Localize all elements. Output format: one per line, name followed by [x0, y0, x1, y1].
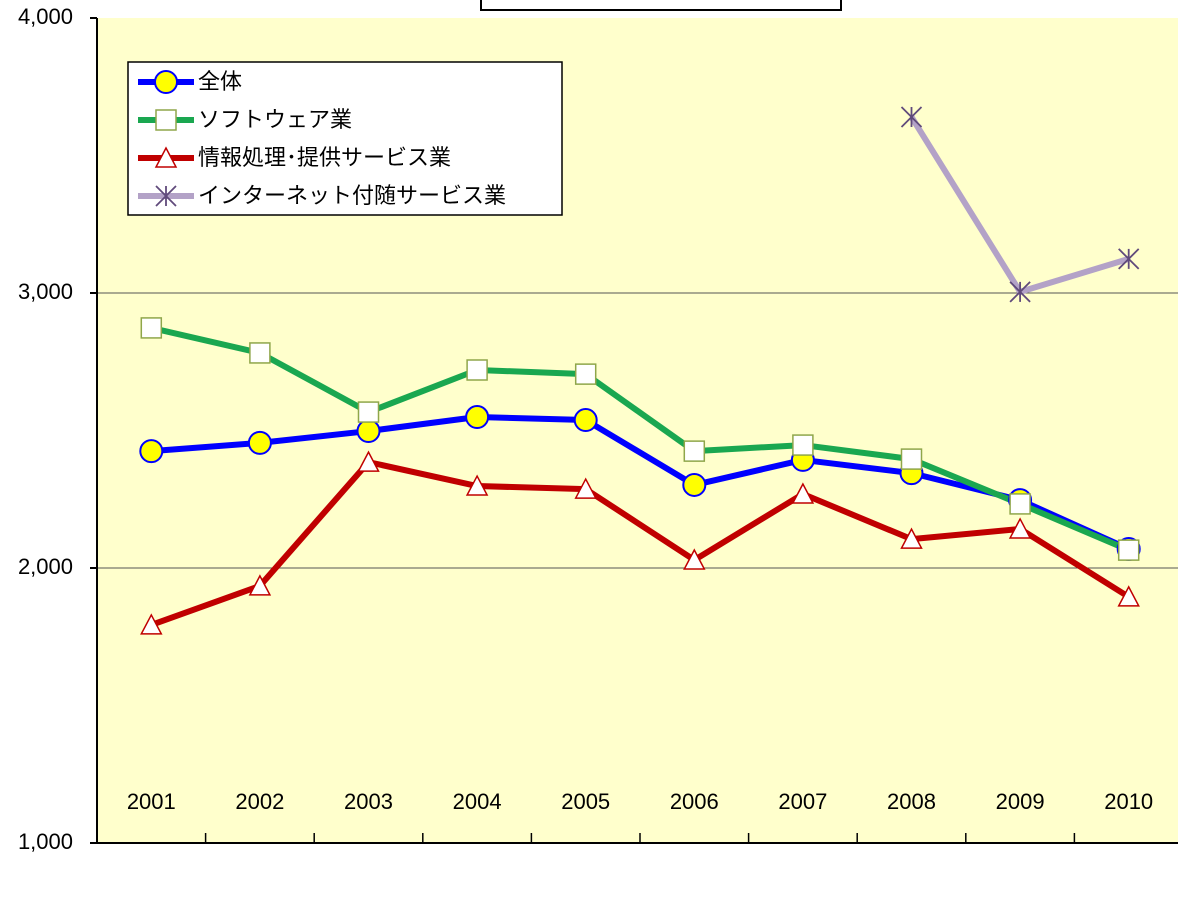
legend-label: ソフトウェア業 [198, 107, 352, 132]
marker [900, 448, 923, 470]
x-tick-label: 2003 [344, 789, 393, 814]
marker [683, 440, 706, 462]
marker [574, 477, 597, 499]
marker [357, 450, 380, 472]
marker [1008, 517, 1032, 539]
marker [1117, 539, 1140, 561]
x-tick-label: 2006 [670, 789, 719, 814]
series-line [150, 325, 1130, 553]
marker [1117, 585, 1140, 607]
x-tick-label: 2010 [1104, 789, 1153, 814]
series-line [151, 414, 1130, 552]
legend-label: 全体 [198, 69, 242, 94]
marker [154, 70, 178, 94]
marker [792, 434, 814, 456]
x-tick-label: 2009 [996, 789, 1045, 814]
marker [466, 359, 488, 381]
marker [1118, 248, 1140, 270]
marker [791, 482, 815, 504]
x-tick-label: 2001 [127, 789, 176, 814]
marker [357, 401, 380, 423]
marker [249, 342, 271, 364]
marker [139, 439, 164, 464]
x-tick-label: 2002 [235, 789, 284, 814]
x-tick-label: 2008 [887, 789, 936, 814]
x-tick-label: 2004 [453, 789, 502, 814]
marker [247, 430, 272, 455]
legend-box [127, 61, 563, 216]
marker [155, 185, 177, 207]
y-tick-label: 4,000 [18, 4, 73, 29]
marker [140, 613, 163, 635]
marker [1009, 281, 1031, 303]
title-box [480, 0, 842, 11]
y-tick-label: 1,000 [18, 829, 73, 854]
legend-label: 情報処理･提供サービス業 [198, 145, 451, 170]
marker [356, 419, 381, 444]
y-tick-label: 2,000 [18, 554, 73, 579]
marker [154, 146, 178, 168]
marker [155, 109, 177, 131]
x-tick-label: 2007 [778, 789, 827, 814]
legend-label: インターネット付随サービス業 [198, 183, 506, 208]
marker [574, 363, 597, 385]
y-tick-label: 3,000 [18, 279, 73, 304]
marker [248, 574, 272, 596]
marker [900, 527, 923, 549]
marker [465, 405, 490, 430]
series-line [150, 459, 1131, 628]
marker [465, 474, 489, 496]
x-tick-label: 2005 [561, 789, 610, 814]
marker [683, 548, 706, 570]
marker [900, 106, 923, 128]
marker [682, 472, 707, 497]
marker [140, 317, 163, 339]
marker [573, 408, 598, 433]
marker [1009, 493, 1031, 515]
